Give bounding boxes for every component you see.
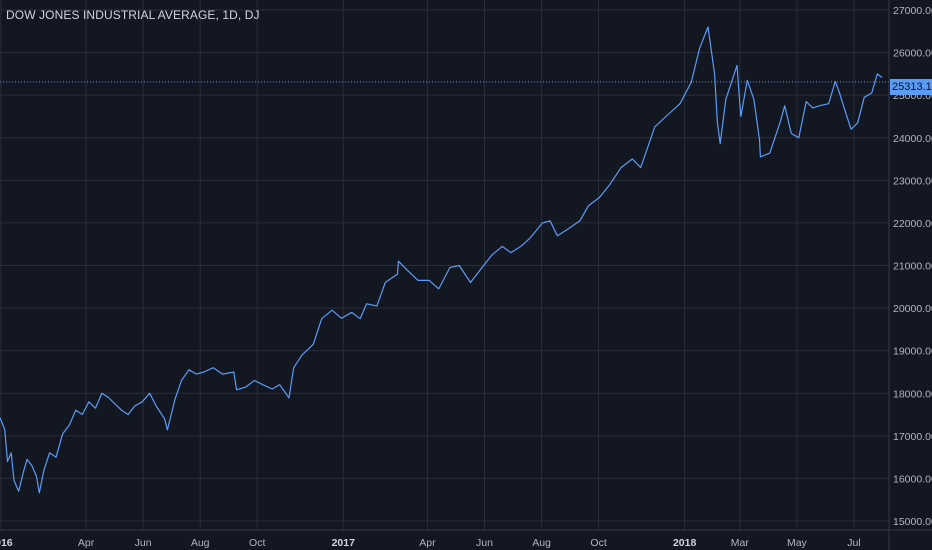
y-tick-label: 24000.00 — [893, 133, 932, 145]
y-tick-label: 19000.00 — [893, 346, 932, 358]
y-tick-label: 18000.00 — [893, 388, 932, 400]
y-tick-label: 21000.00 — [893, 261, 932, 273]
x-tick-label: Jun — [135, 537, 152, 549]
y-tick-label: 15000.00 — [893, 516, 932, 528]
y-tick-label: 23000.00 — [893, 175, 932, 187]
x-axis[interactable]: 2016 Apr Jun Aug Oct 2017 Apr Jun Aug Oct 2018 Mar M… — [0, 529, 932, 549]
series-line[interactable] — [0, 26, 883, 494]
x-tick-label: Aug — [532, 537, 551, 549]
y-tick-label: 17000.00 — [893, 431, 932, 443]
x-tick-label: Aug — [191, 537, 210, 549]
y-tick-label: 26000.00 — [893, 48, 932, 60]
x-tick-label: Jul — [847, 537, 860, 549]
y-tick-label: 20000.00 — [893, 303, 932, 315]
x-tick-label: 2016 — [0, 537, 13, 549]
last-price-badge: 25313.14 — [890, 79, 932, 95]
y-tick-label: 27000.00 — [893, 5, 932, 17]
chart-title: DOW JONES INDUSTRIAL AVERAGE, 1D, DJ — [6, 8, 260, 22]
grid — [0, 0, 889, 530]
x-tick-label: Mar — [731, 537, 750, 549]
series-layer — [0, 26, 883, 494]
y-tick-label: 22000.00 — [893, 218, 932, 230]
x-tick-label: Jun — [476, 537, 493, 549]
x-tick-label: Apr — [419, 537, 436, 549]
y-tick-label: 16000.00 — [893, 473, 932, 485]
x-tick-label: Oct — [249, 537, 265, 549]
x-tick-label: 2017 — [332, 537, 356, 549]
x-tick-label: May — [787, 537, 808, 549]
x-tick-label: Oct — [590, 537, 606, 549]
x-tick-label: Apr — [78, 537, 95, 549]
x-tick-label: 2018 — [673, 537, 697, 549]
